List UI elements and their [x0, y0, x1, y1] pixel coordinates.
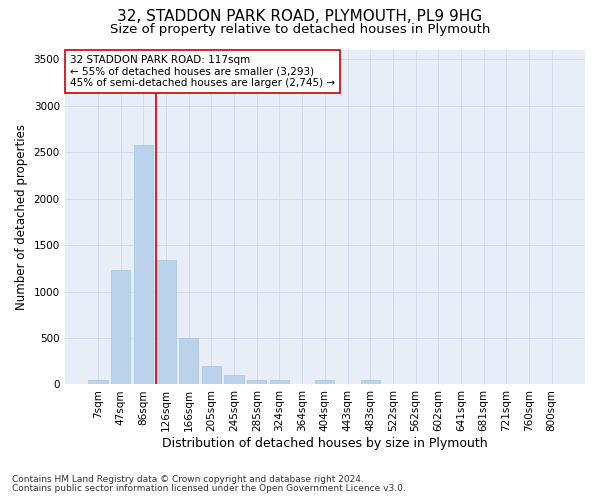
Text: 32, STADDON PARK ROAD, PLYMOUTH, PL9 9HG: 32, STADDON PARK ROAD, PLYMOUTH, PL9 9HG — [118, 9, 482, 24]
Bar — [224, 374, 244, 384]
Bar — [361, 380, 380, 384]
Text: Contains public sector information licensed under the Open Government Licence v3: Contains public sector information licen… — [12, 484, 406, 493]
Text: Contains HM Land Registry data © Crown copyright and database right 2024.: Contains HM Land Registry data © Crown c… — [12, 475, 364, 484]
Text: Size of property relative to detached houses in Plymouth: Size of property relative to detached ho… — [110, 22, 490, 36]
Bar — [88, 380, 107, 384]
Bar — [315, 380, 334, 384]
Bar — [247, 380, 266, 384]
Bar — [179, 338, 199, 384]
Y-axis label: Number of detached properties: Number of detached properties — [15, 124, 28, 310]
X-axis label: Distribution of detached houses by size in Plymouth: Distribution of detached houses by size … — [162, 437, 488, 450]
Bar — [202, 366, 221, 384]
Bar — [270, 380, 289, 384]
Bar — [134, 145, 153, 384]
Bar — [157, 260, 176, 384]
Bar — [111, 270, 130, 384]
Text: 32 STADDON PARK ROAD: 117sqm
← 55% of detached houses are smaller (3,293)
45% of: 32 STADDON PARK ROAD: 117sqm ← 55% of de… — [70, 55, 335, 88]
